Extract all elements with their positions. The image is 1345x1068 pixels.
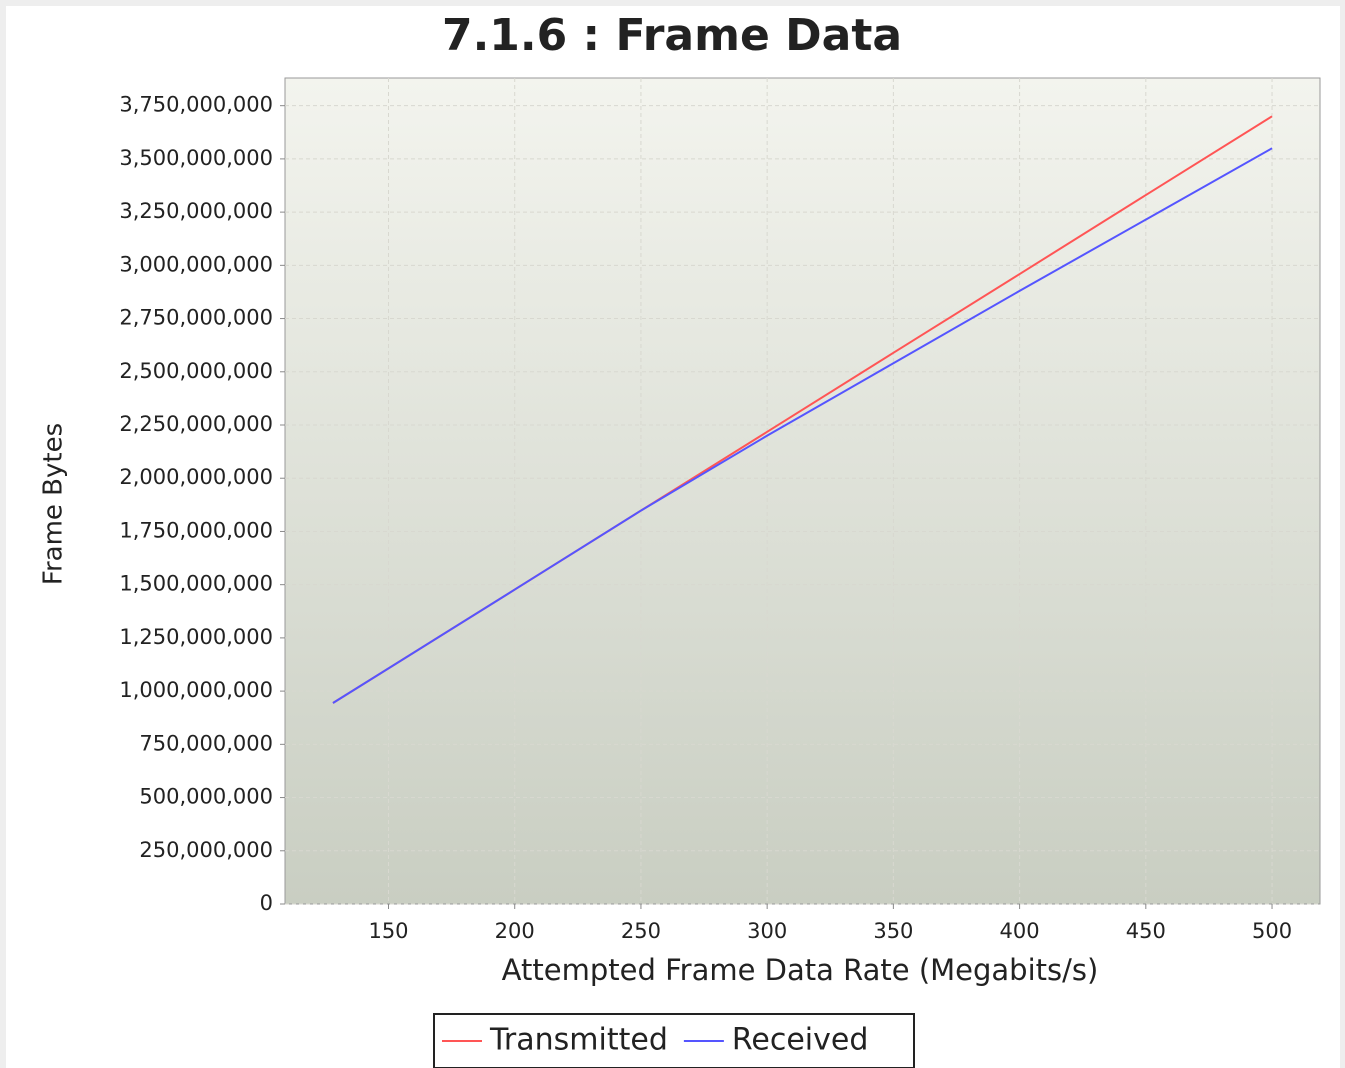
y-tick-label: 3,750,000,000 [119, 93, 273, 117]
y-tick-label: 1,250,000,000 [119, 625, 273, 649]
y-tick-label: 250,000,000 [139, 838, 273, 862]
x-tick-label: 350 [873, 919, 913, 943]
y-tick-label: 2,250,000,000 [119, 412, 273, 436]
y-tick-label: 1,750,000,000 [119, 518, 273, 542]
x-tick-label: 300 [747, 919, 787, 943]
y-tick-label: 3,250,000,000 [119, 199, 273, 223]
y-tick-label: 750,000,000 [139, 731, 273, 755]
x-tick-label: 150 [368, 919, 408, 943]
y-tick-label: 2,500,000,000 [119, 359, 273, 383]
y-axis-label: Frame Bytes [39, 423, 69, 585]
x-tick-label: 200 [495, 919, 535, 943]
x-tick-label: 250 [621, 919, 661, 943]
x-tick-label: 450 [1126, 919, 1166, 943]
data-line [332, 147, 1273, 704]
x-axis-label: Attempted Frame Data Rate (Megabits/s) [502, 953, 1099, 987]
y-tick-label: 3,000,000,000 [119, 252, 273, 276]
chart-title: 7.1.6 : Frame Data [442, 10, 902, 61]
y-tick-label: 2,750,000,000 [119, 306, 273, 330]
plot-area [284, 77, 1321, 905]
legend-label: Received [732, 1023, 869, 1058]
y-tick-label: 500,000,000 [139, 785, 273, 809]
x-tick-label: 400 [1000, 919, 1040, 943]
x-tick-label: 500 [1252, 919, 1292, 943]
legend [433, 1013, 915, 1068]
y-tick-label: 0 [260, 891, 273, 915]
y-tick-label: 3,500,000,000 [119, 146, 273, 170]
legend-label: Transmitted [489, 1023, 668, 1058]
y-tick-label: 1,500,000,000 [119, 572, 273, 596]
y-tick-label: 1,000,000,000 [119, 678, 273, 702]
y-tick-label: 2,000,000,000 [119, 465, 273, 489]
